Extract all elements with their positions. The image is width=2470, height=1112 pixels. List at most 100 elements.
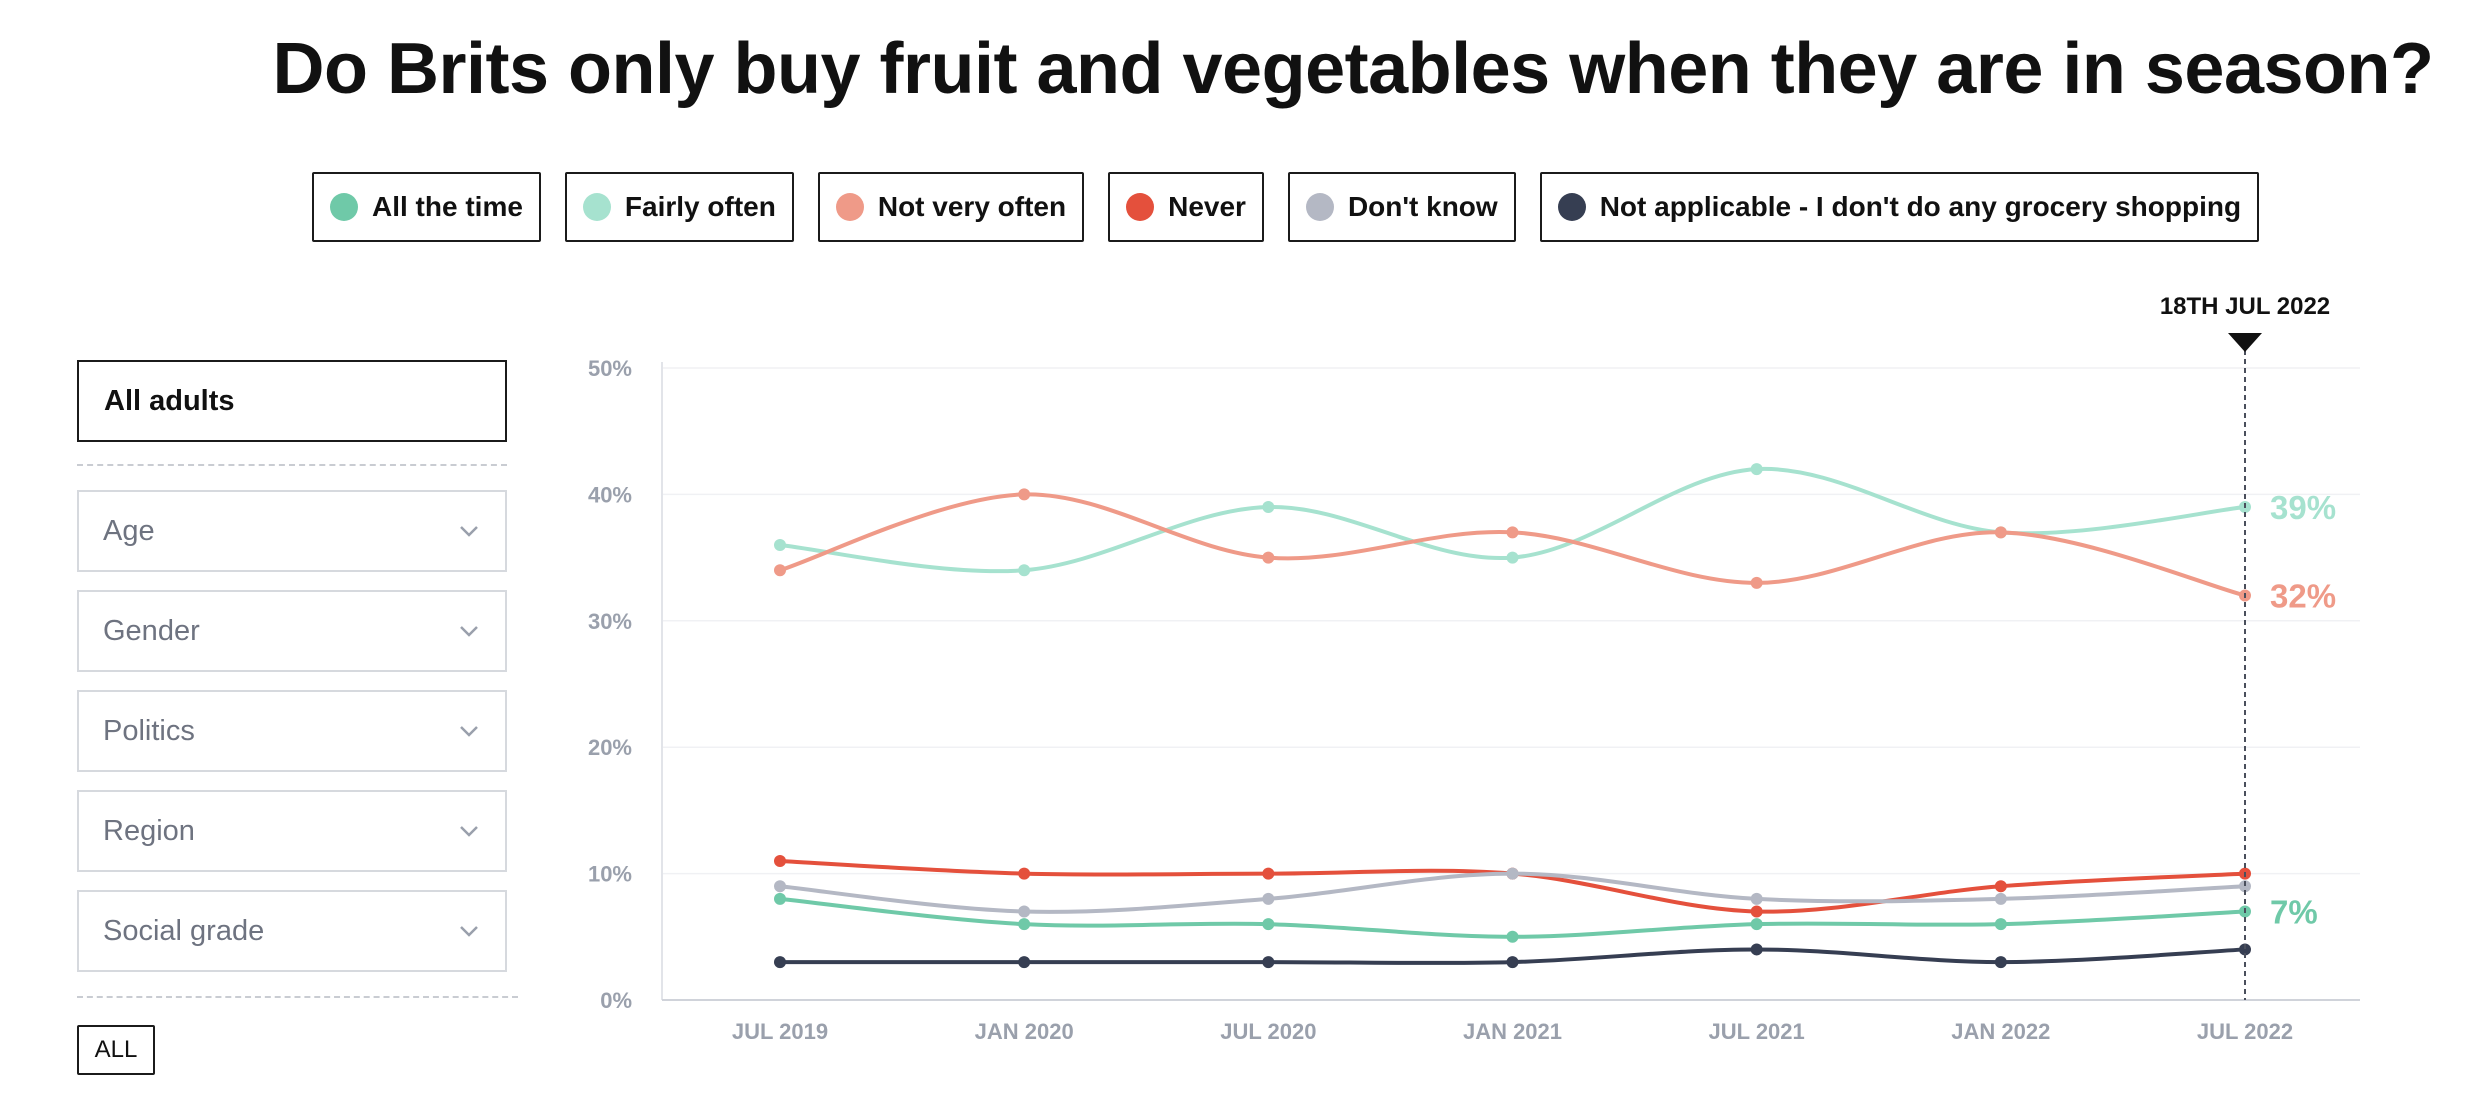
legend-dot-icon [835,193,864,221]
legend-dot-icon [330,193,358,221]
legend-label: Fairly often [624,191,776,222]
audience-select-label: All adults [104,384,235,417]
data-point [774,564,786,577]
data-point [1262,867,1275,880]
series-not-very-often: 32% [774,488,2336,615]
data-point [1262,918,1275,931]
legend-item-not-applicable[interactable]: Not applicable - I don't do any grocery … [1539,172,2260,242]
y-tick-label: 40% [588,482,632,507]
data-point [1750,576,1763,589]
end-value-label: 7% [2270,894,2318,931]
x-tick-label: JUL 2021 [1709,1019,1805,1044]
chevron-down-icon [460,626,478,637]
y-tick-label: 20% [588,735,632,760]
data-point [1262,956,1275,969]
y-tick-label: 10% [588,862,632,887]
x-tick-label: JUL 2020 [1220,1019,1316,1044]
x-axis: JUL 2019 JAN 2020 JUL 2020 JAN 2021 JUL 2021… [732,1019,2293,1044]
x-tick-label: JUL 2019 [732,1019,828,1044]
date-marker: 18TH JUL 2022 [2160,293,2330,1000]
legend-label: Don't know [1347,191,1498,222]
data-point [1750,463,1763,476]
legend: All the time Fairly often Not very often… [312,172,2283,242]
data-point [1750,892,1763,905]
legend-label: Not applicable - I don't do any grocery … [1599,191,2242,222]
series-don-t-know [774,867,2251,918]
data-point [1262,551,1275,564]
filter-label: Region [103,814,195,847]
x-tick-label: JAN 2020 [975,1019,1074,1044]
data-point [1994,956,2007,969]
all-button-label: ALL [94,1036,138,1063]
data-point [1994,880,2007,893]
data-point [1262,501,1275,514]
data-point [2239,943,2251,956]
data-point [774,880,786,893]
data-point [1018,956,1031,969]
divider [77,996,518,998]
filter-sidebar: All adults Age Gender Politics Region So… [77,360,518,1022]
y-tick-label: 0% [600,988,632,1013]
chevron-down-icon [460,926,478,937]
y-tick-label: 30% [588,609,632,634]
filter-age[interactable]: Age [77,490,507,572]
legend-item-all-the-time[interactable]: All the time [312,172,541,242]
data-point [1018,918,1031,931]
legend-item-dont-know[interactable]: Don't know [1287,172,1516,242]
series-not-applicable-i-don-t-do-any-grocery-shopping [774,943,2251,969]
data-point [1750,905,1763,918]
series-line [779,492,2246,598]
data-point [774,892,786,905]
chevron-down-icon [460,526,478,537]
data-point [1750,943,1763,956]
data-point [1506,551,1519,564]
filter-label: Gender [103,614,200,647]
data-point [774,956,786,969]
data-point [1506,867,1519,880]
filter-gender[interactable]: Gender [77,590,507,672]
chart-title-text: Do Brits only buy fruit and vegetables w… [272,29,2434,109]
data-point [774,538,786,551]
filter-region[interactable]: Region [77,790,507,872]
chart-title: Do Brits only buy fruit and vegetables w… [0,28,2470,110]
legend-item-never[interactable]: Never [1108,172,1264,242]
legend-label: Never [1168,191,1246,222]
legend-item-not-very-often[interactable]: Not very often [817,172,1085,242]
legend-label: Not very often [877,191,1067,222]
legend-label: All the time [372,191,523,222]
chart-series: 39% 32% 7% [774,463,2336,969]
data-point [1506,526,1519,539]
data-point [774,854,786,867]
all-button[interactable]: ALL [77,1025,155,1075]
filter-label: Politics [103,714,195,747]
filter-label: Social grade [103,914,265,947]
data-point [2239,880,2251,893]
data-point [1750,918,1763,931]
series-fairly-often: 39% [774,463,2336,577]
legend-dot-icon [582,193,611,221]
chevron-down-icon [460,726,478,737]
y-axis: 0% 10% 20% 30% 40% 50% [588,356,632,1013]
data-point [1506,930,1519,943]
data-point [1018,488,1031,501]
data-point [1018,905,1031,918]
y-tick-label: 50% [588,356,632,381]
end-value-label: 32% [2270,578,2336,615]
legend-item-fairly-often[interactable]: Fairly often [564,172,794,242]
data-point [1994,892,2007,905]
end-value-label: 39% [2270,489,2336,526]
x-tick-label: JUL 2022 [2197,1019,2293,1044]
marker-triangle-icon [2228,333,2262,352]
data-point [1994,918,2007,931]
marker-label: 18TH JUL 2022 [2160,293,2330,320]
x-tick-label: JAN 2022 [1951,1019,2050,1044]
filter-social-grade[interactable]: Social grade [77,890,507,972]
filter-politics[interactable]: Politics [77,690,507,772]
filter-label: Age [103,514,155,547]
legend-dot-icon [1126,193,1155,221]
legend-dot-icon [1305,193,1334,221]
audience-select[interactable]: All adults [77,360,507,442]
series-all-the-time: 7% [774,892,2318,943]
data-point [1506,956,1519,969]
